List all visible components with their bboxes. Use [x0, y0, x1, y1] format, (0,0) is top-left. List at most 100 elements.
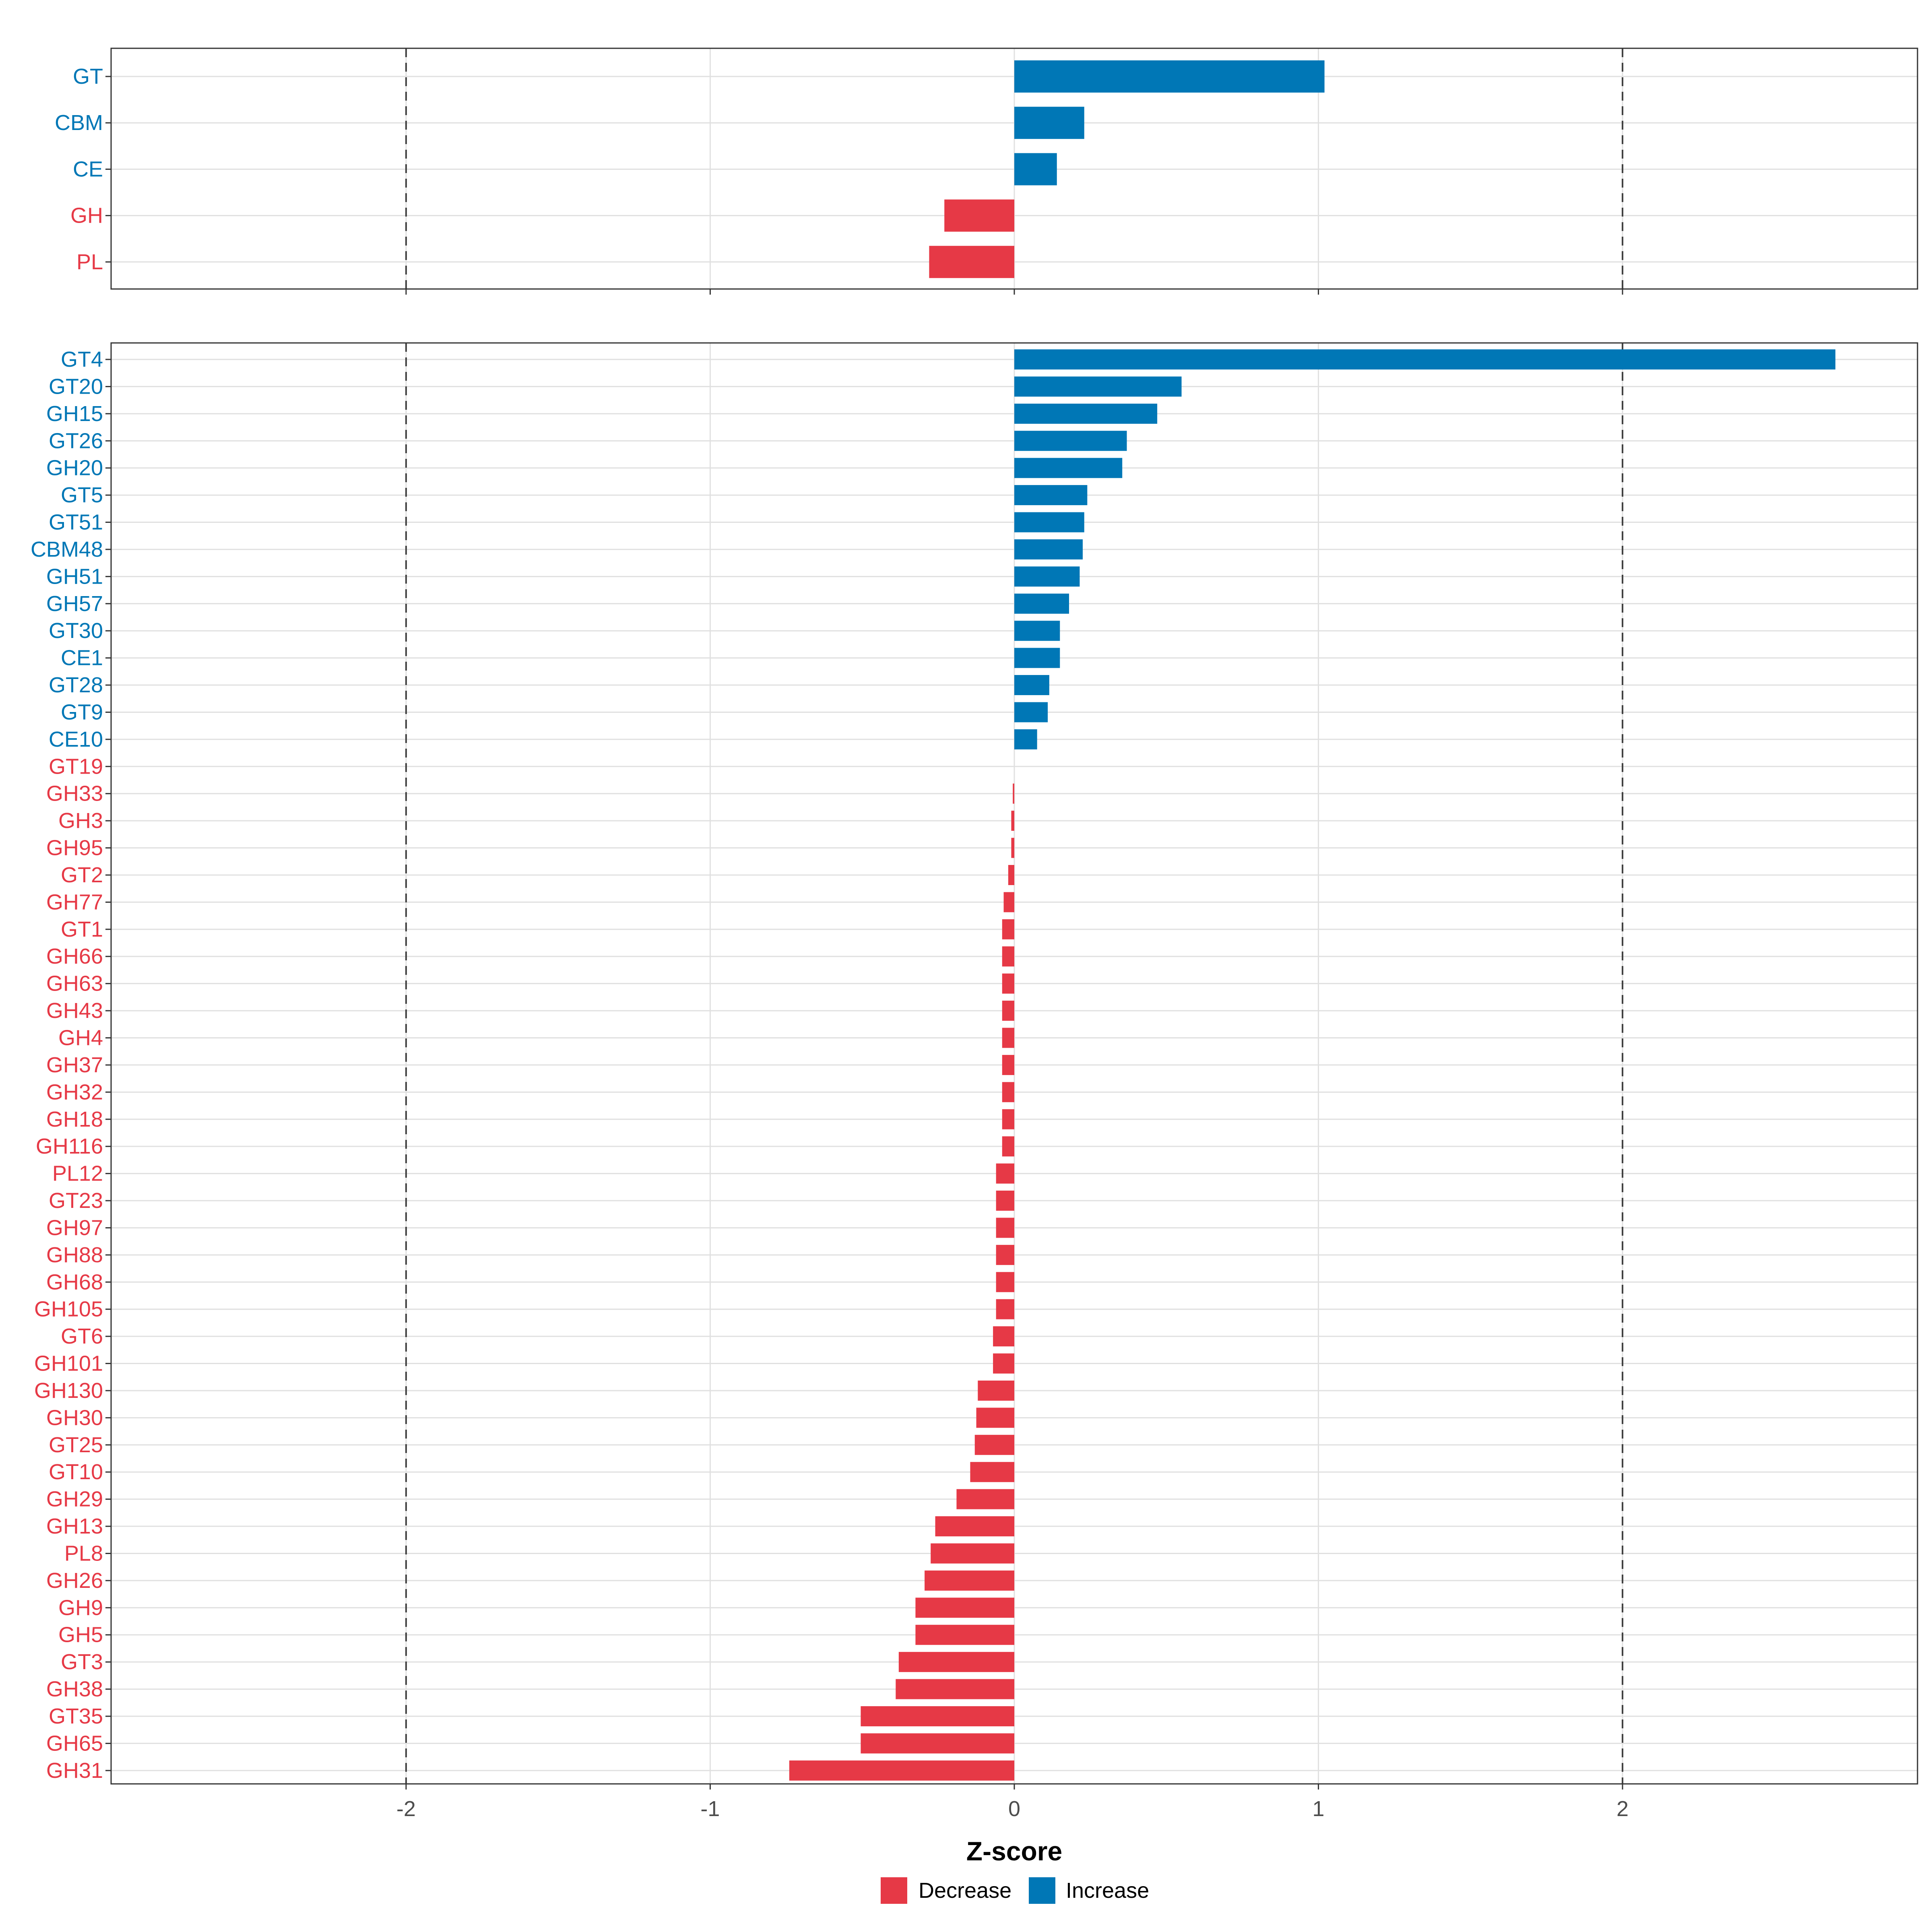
bar-family-GH5 [915, 1624, 1014, 1645]
category-label-family-GH29: GH29 [46, 1487, 103, 1511]
bar-class-GT [1014, 60, 1325, 93]
category-label-family-GT51: GT51 [49, 510, 103, 535]
category-label-family-GT5: GT5 [61, 483, 103, 507]
bar-family-GT5 [1014, 485, 1088, 506]
bar-family-GT25 [974, 1435, 1014, 1455]
category-label-class-PL: PL [76, 250, 103, 274]
bar-family-GH51 [1014, 566, 1080, 587]
legend-swatch-increase [1029, 1877, 1055, 1904]
bar-family-GH37 [1002, 1055, 1014, 1075]
bar-family-GH65 [861, 1733, 1014, 1754]
bar-family-GH88 [996, 1245, 1014, 1265]
bar-family-GT30 [1014, 621, 1060, 641]
bar-family-GH3 [1011, 811, 1014, 831]
category-label-family-GH4: GH4 [58, 1026, 103, 1050]
category-label-family-GH130: GH130 [34, 1379, 103, 1403]
category-label-family-GH26: GH26 [46, 1569, 103, 1593]
category-label-family-GH88: GH88 [46, 1243, 103, 1267]
x-tick-label-0: -2 [396, 1797, 416, 1821]
category-label-family-GT3: GT3 [61, 1650, 103, 1674]
category-label-family-GT30: GT30 [49, 619, 103, 643]
category-label-family-GH33: GH33 [46, 782, 103, 806]
bar-family-GH33 [1013, 783, 1014, 804]
bar-family-GT28 [1014, 675, 1049, 696]
bar-family-GT2 [1008, 865, 1014, 885]
category-label-class-GH: GH [70, 204, 103, 228]
category-label-family-GT35: GT35 [49, 1704, 103, 1728]
bar-family-GT26 [1014, 431, 1127, 451]
category-label-family-PL8: PL8 [64, 1541, 103, 1565]
bar-family-GH15 [1014, 403, 1158, 424]
category-label-family-CE1: CE1 [61, 646, 103, 670]
category-label-class-GT: GT [73, 64, 103, 89]
category-label-family-GH105: GH105 [34, 1297, 103, 1321]
legend-swatch-decrease [881, 1877, 907, 1904]
bar-family-CE10 [1014, 729, 1037, 749]
category-label-family-GH95: GH95 [46, 836, 103, 860]
category-label-family-GH38: GH38 [46, 1677, 103, 1701]
category-label-family-GH20: GH20 [46, 456, 103, 480]
category-label-family-GH43: GH43 [46, 999, 103, 1023]
category-label-family-GH65: GH65 [46, 1731, 103, 1755]
bar-family-GH4 [1002, 1028, 1014, 1048]
category-label-family-GT25: GT25 [49, 1433, 103, 1457]
category-label-family-GH116: GH116 [36, 1134, 103, 1158]
category-label-family-GT26: GT26 [49, 429, 103, 453]
bar-family-GH43 [1002, 1001, 1014, 1021]
x-tick-label-2: 0 [1008, 1797, 1020, 1821]
category-label-family-GH57: GH57 [46, 592, 103, 616]
bar-family-GH38 [896, 1679, 1014, 1699]
bar-family-GT9 [1014, 702, 1048, 722]
bar-family-GH130 [978, 1380, 1014, 1401]
bar-family-GH68 [996, 1272, 1014, 1292]
bar-family-GH31 [789, 1760, 1014, 1781]
category-label-family-PL12: PL12 [52, 1162, 103, 1186]
bar-family-GT4 [1014, 349, 1835, 369]
bar-family-GT1 [1002, 919, 1014, 939]
bar-family-GH32 [1002, 1082, 1014, 1102]
bar-family-GH77 [1003, 892, 1014, 912]
bar-family-GT51 [1014, 512, 1084, 533]
bar-family-PL8 [931, 1543, 1014, 1564]
bar-family-CBM48 [1014, 539, 1083, 559]
category-label-family-GH63: GH63 [46, 972, 103, 996]
bar-family-GT3 [898, 1652, 1014, 1672]
bar-family-GH116 [1002, 1136, 1014, 1157]
bar-family-GH18 [1002, 1109, 1014, 1129]
category-label-family-CE10: CE10 [49, 727, 103, 751]
bar-class-PL [929, 246, 1014, 278]
bar-class-GH [944, 199, 1014, 232]
category-label-family-GH68: GH68 [46, 1270, 103, 1294]
category-label-family-GH30: GH30 [46, 1406, 103, 1430]
bar-family-GT6 [993, 1326, 1014, 1347]
category-label-family-GT4: GT4 [61, 347, 103, 372]
bar-family-GH105 [996, 1299, 1014, 1319]
category-label-class-CE: CE [73, 157, 103, 181]
category-label-family-GH101: GH101 [34, 1352, 103, 1376]
category-label-family-GH5: GH5 [58, 1623, 103, 1647]
category-label-family-GH18: GH18 [46, 1107, 103, 1131]
category-label-family-CBM48: CBM48 [31, 537, 103, 561]
category-label-family-GT20: GT20 [49, 374, 103, 398]
bar-family-GH9 [915, 1598, 1014, 1618]
category-label-family-GT19: GT19 [49, 754, 103, 778]
x-axis-title: Z-score [966, 1836, 1062, 1866]
category-label-family-GH3: GH3 [58, 809, 103, 833]
category-label-family-GH37: GH37 [46, 1053, 103, 1077]
category-label-family-GH66: GH66 [46, 944, 103, 968]
bar-family-CE1 [1014, 648, 1060, 668]
bar-family-GH29 [956, 1489, 1014, 1509]
category-label-family-GH13: GH13 [46, 1514, 103, 1538]
bar-family-GH95 [1011, 838, 1014, 858]
category-label-family-GT6: GT6 [61, 1324, 103, 1348]
bar-family-GT20 [1014, 376, 1182, 397]
category-label-family-GH77: GH77 [46, 890, 103, 914]
category-label-family-GH31: GH31 [46, 1759, 103, 1783]
bar-family-GH57 [1014, 593, 1069, 614]
bar-class-CBM [1014, 107, 1084, 139]
category-label-family-GH97: GH97 [46, 1216, 103, 1240]
bar-family-GT35 [861, 1706, 1014, 1726]
category-label-family-GH32: GH32 [46, 1080, 103, 1104]
x-tick-label-3: 1 [1313, 1797, 1325, 1821]
